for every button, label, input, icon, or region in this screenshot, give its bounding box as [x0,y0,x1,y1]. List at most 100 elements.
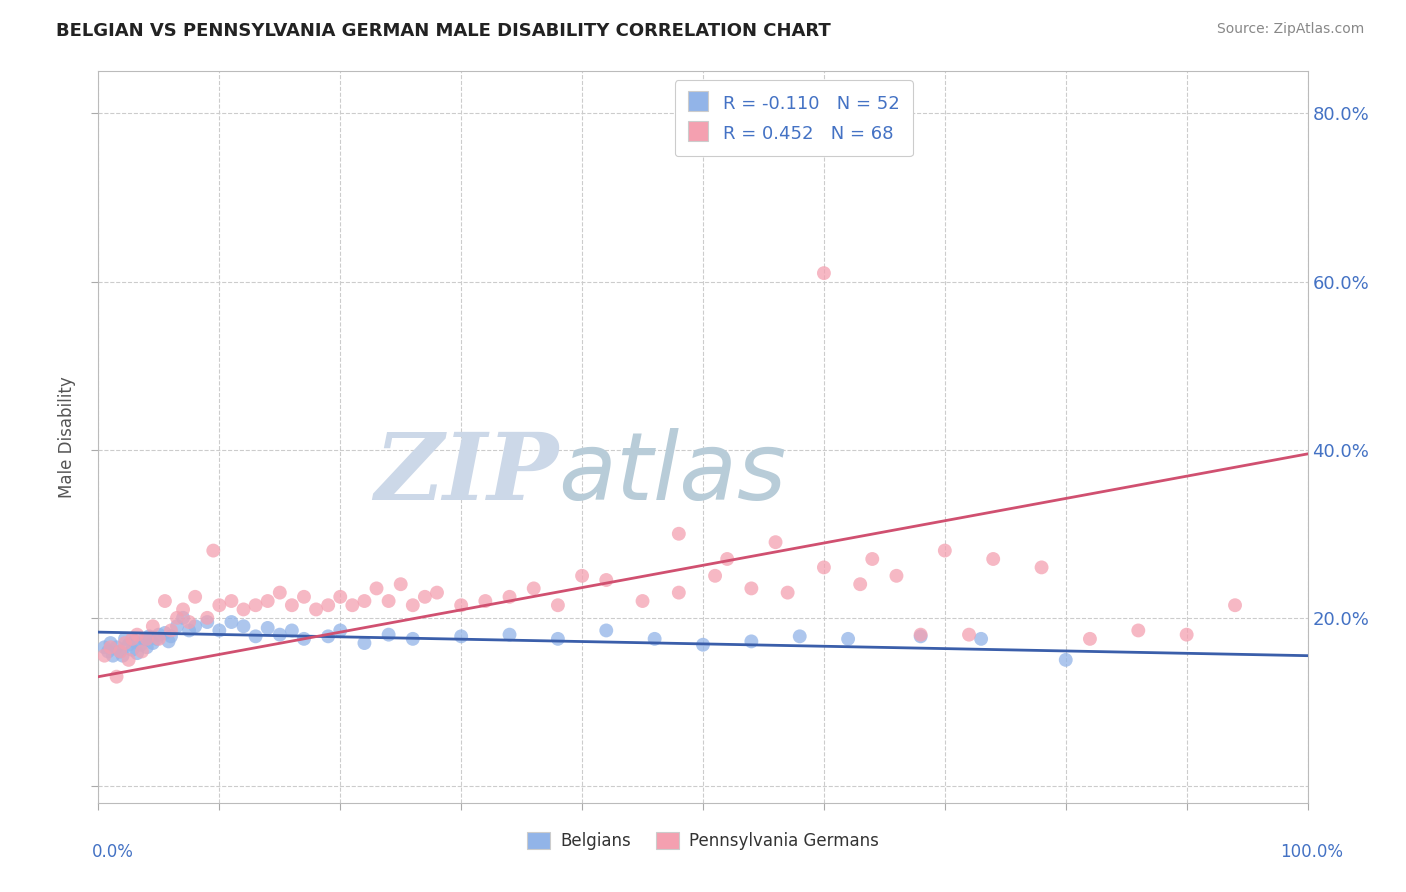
Point [127,646,149,660]
Point [716,552,738,566]
Text: BELGIAN VS PENNSYLVANIA GERMAN MALE DISABILITY CORRELATION CHART: BELGIAN VS PENNSYLVANIA GERMAN MALE DISA… [56,22,831,40]
Point [316,599,339,613]
Point [166,619,188,633]
Point [245,599,267,613]
Point [108,644,131,658]
Point [644,632,666,646]
Point [208,624,231,638]
Point [1054,653,1077,667]
Point [153,626,176,640]
Point [957,627,980,641]
Point [595,624,617,638]
Point [789,629,811,643]
Point [129,638,152,652]
Point [121,642,143,657]
Point [184,619,207,633]
Point [377,627,399,641]
Point [292,590,315,604]
Point [118,653,141,667]
Point [813,560,835,574]
Point [93,648,115,663]
Text: Source: ZipAtlas.com: Source: ZipAtlas.com [1216,22,1364,37]
Point [1223,599,1246,613]
Point [1175,627,1198,641]
Point [450,599,472,613]
Point [269,627,291,641]
Point [148,632,170,646]
Point [740,634,762,648]
Point [426,585,449,599]
Point [166,611,188,625]
Point [329,590,352,604]
Point [389,577,412,591]
Point [910,629,932,643]
Text: 100.0%: 100.0% [1279,843,1343,861]
Point [668,585,690,599]
Point [269,585,291,599]
Point [547,599,569,613]
Point [121,632,143,646]
Point [101,648,124,663]
Point [105,670,128,684]
Point [329,624,352,638]
Point [145,632,167,646]
Point [1128,624,1150,638]
Point [232,619,254,633]
Point [127,627,149,641]
Point [179,624,201,638]
Point [547,632,569,646]
Point [571,569,593,583]
Point [704,569,727,583]
Point [118,638,141,652]
Point [860,552,883,566]
Point [910,627,932,641]
Point [124,634,146,648]
Point [316,629,339,643]
Y-axis label: Male Disability: Male Disability [58,376,76,498]
Point [765,535,787,549]
Point [105,640,128,655]
Point [221,615,243,629]
Point [1031,560,1053,574]
Point [93,640,115,655]
Point [413,590,436,604]
Point [305,602,328,616]
Point [970,632,993,646]
Point [450,629,472,643]
Point [1078,632,1101,646]
Point [366,582,388,596]
Point [353,594,375,608]
Point [131,644,153,658]
Point [837,632,859,646]
Point [114,632,136,646]
Point [402,632,425,646]
Text: atlas: atlas [558,428,786,519]
Point [184,590,207,604]
Point [523,582,546,596]
Point [886,569,908,583]
Point [740,582,762,596]
Legend: Belgians, Pennsylvania Germans: Belgians, Pennsylvania Germans [520,825,886,856]
Point [631,594,654,608]
Point [402,599,425,613]
Point [981,552,1004,566]
Point [498,590,520,604]
Point [100,640,122,655]
Point [179,615,201,629]
Point [281,624,304,638]
Point [172,611,194,625]
Point [342,599,364,613]
Point [135,632,157,646]
Point [100,636,122,650]
Point [134,632,156,646]
Point [114,636,136,650]
Point [138,629,160,643]
Point [668,526,690,541]
Point [208,599,231,613]
Point [135,640,157,655]
Point [172,602,194,616]
Point [292,632,315,646]
Point [934,543,956,558]
Point [153,594,176,608]
Point [157,634,180,648]
